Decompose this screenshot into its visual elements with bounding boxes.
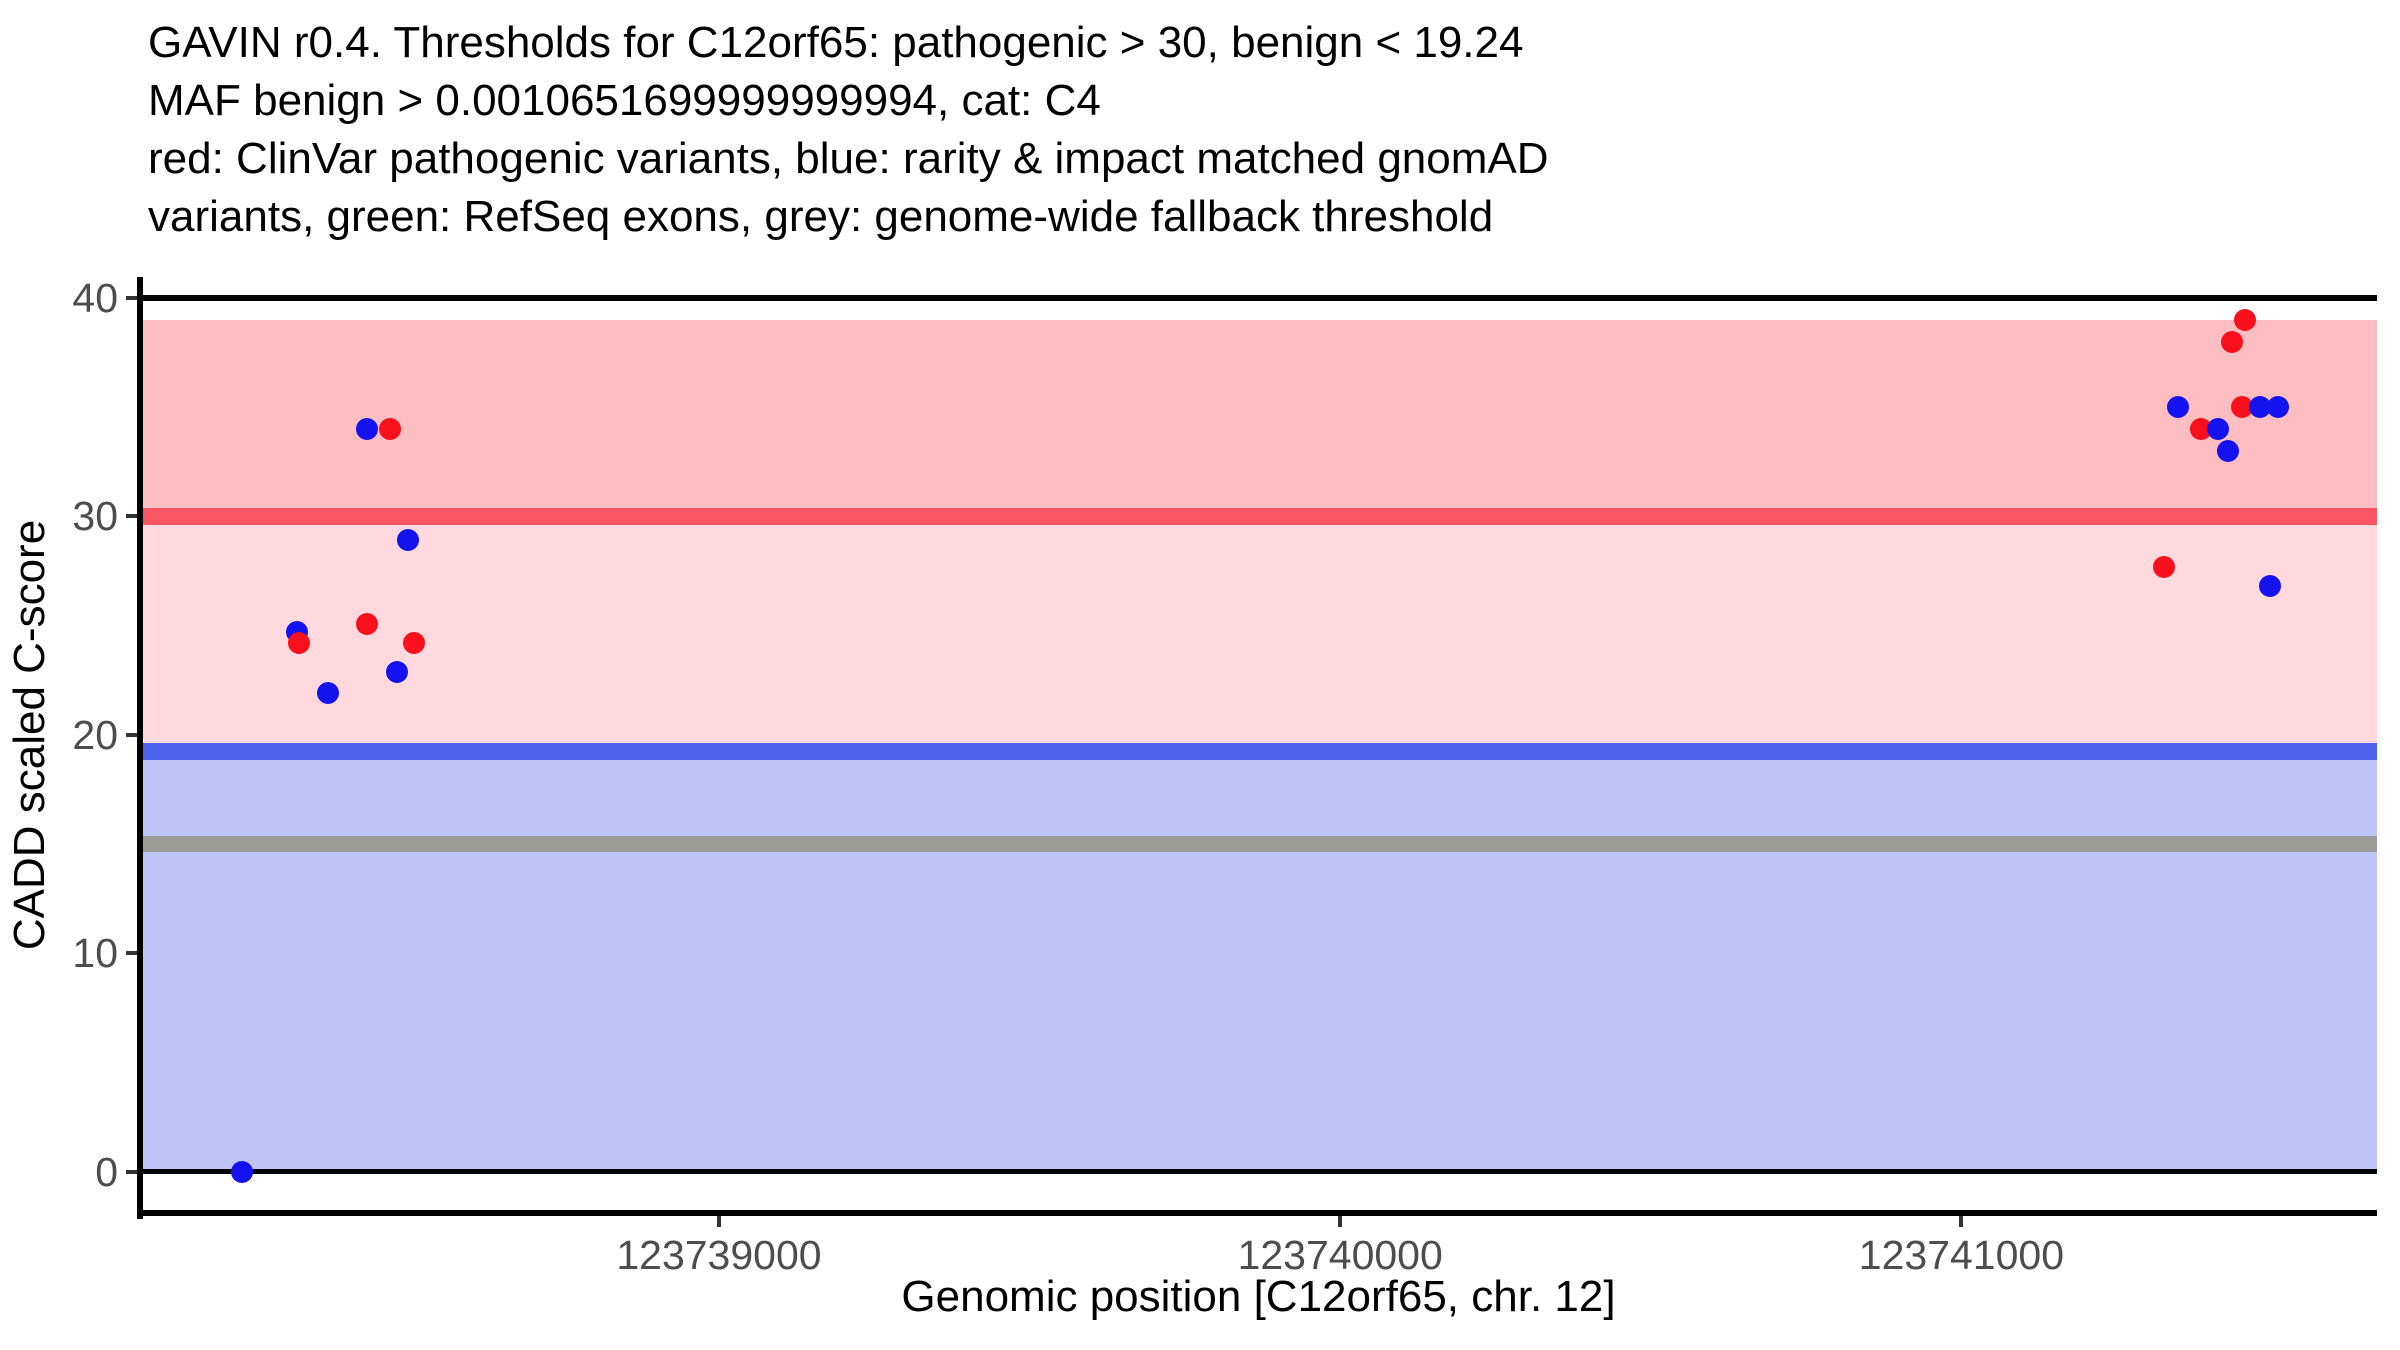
gnomad-matched-variant-point bbox=[386, 660, 409, 683]
y-tick-mark bbox=[126, 732, 137, 737]
y-tick-mark bbox=[126, 951, 137, 956]
clinvar-pathogenic-variant-point bbox=[2190, 418, 2213, 441]
y-tick-mark bbox=[126, 514, 137, 519]
x-tick-label: 123740000 bbox=[1237, 1232, 1443, 1278]
x-tick-mark bbox=[716, 1216, 721, 1227]
plot-title-line-4: variants, green: RefSeq exons, grey: gen… bbox=[148, 192, 1494, 241]
cadd-max-line bbox=[140, 294, 2377, 301]
x-tick-mark bbox=[1959, 1216, 1964, 1227]
y-tick-mark bbox=[126, 295, 137, 300]
fallback-threshold-line bbox=[140, 836, 2377, 853]
y-tick-label: 20 bbox=[72, 711, 118, 758]
gnomad-matched-variant-point bbox=[2266, 396, 2289, 419]
gnomad-matched-variant-point bbox=[2248, 396, 2271, 419]
y-axis-line bbox=[137, 277, 143, 1219]
gnomad-matched-variant-point bbox=[2216, 439, 2239, 462]
gnomad-matched-variant-point bbox=[355, 418, 378, 441]
y-axis-title: CADD scaled C-score bbox=[5, 519, 54, 951]
plot-title-line-1: GAVIN r0.4. Thresholds for C12orf65: pat… bbox=[148, 18, 1524, 67]
x-tick-label: 123741000 bbox=[1858, 1232, 2065, 1278]
band-pathogenic-zone bbox=[140, 319, 2377, 517]
band-intermediate-zone bbox=[140, 516, 2377, 752]
clinvar-pathogenic-variant-point bbox=[355, 612, 378, 635]
x-tick-mark bbox=[1338, 1216, 1343, 1227]
y-tick-label: 30 bbox=[72, 493, 118, 540]
benign-threshold-line bbox=[140, 743, 2377, 761]
y-tick-label: 40 bbox=[72, 274, 118, 321]
x-tick-label: 123739000 bbox=[616, 1232, 822, 1278]
gnomad-matched-variant-point bbox=[2206, 418, 2229, 441]
pathogenic-threshold-line bbox=[140, 507, 2377, 525]
cadd-min-line bbox=[140, 1169, 2377, 1175]
clinvar-pathogenic-variant-point bbox=[288, 632, 311, 655]
plot-title-line-3: red: ClinVar pathogenic variants, blue: … bbox=[148, 134, 1549, 183]
gnomad-matched-variant-point bbox=[2167, 396, 2190, 419]
plot-title: GAVIN r0.4. Thresholds for C12orf65: pat… bbox=[148, 14, 1549, 246]
gnomad-matched-variant-point bbox=[230, 1160, 253, 1183]
y-tick-label: 0 bbox=[95, 1148, 118, 1195]
clinvar-pathogenic-variant-point bbox=[2220, 330, 2243, 353]
x-axis-line bbox=[137, 1210, 2377, 1216]
clinvar-pathogenic-variant-point bbox=[2152, 555, 2175, 578]
clinvar-pathogenic-variant-point bbox=[2234, 308, 2257, 331]
clinvar-pathogenic-variant-point bbox=[402, 632, 425, 655]
gnomad-matched-variant-point bbox=[2259, 575, 2282, 598]
plot-title-line-2: MAF benign > 0.0010651699999999994, cat:… bbox=[148, 76, 1101, 125]
clinvar-pathogenic-variant-point bbox=[378, 418, 401, 441]
x-axis-title: Genomic position [C12orf65, chr. 12] bbox=[901, 1272, 1616, 1321]
y-tick-label: 10 bbox=[72, 930, 118, 977]
clinvar-pathogenic-variant-point bbox=[2231, 396, 2254, 419]
y-tick-mark bbox=[126, 1169, 137, 1174]
gnomad-matched-variant-point bbox=[317, 682, 340, 705]
band-benign-zone bbox=[140, 751, 2377, 1172]
gnomad-matched-variant-point bbox=[396, 529, 419, 552]
